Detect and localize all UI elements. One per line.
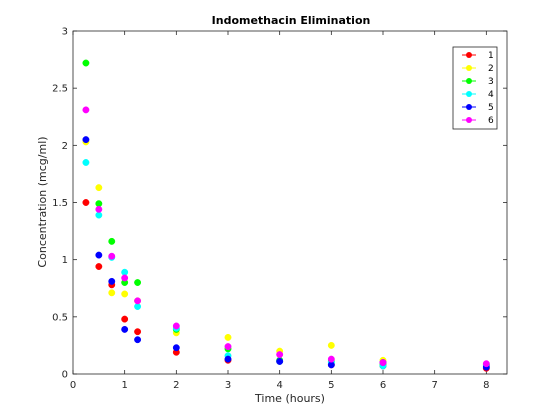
- data-point: [224, 343, 232, 351]
- legend-marker: [466, 78, 472, 84]
- legend-marker: [466, 117, 472, 123]
- data-point: [327, 361, 335, 369]
- data-point: [121, 274, 129, 282]
- data-point: [327, 341, 335, 349]
- legend-label: 3: [488, 77, 494, 87]
- x-tick-label: 1: [121, 380, 127, 391]
- data-point: [121, 268, 129, 276]
- legend-label: 6: [488, 116, 494, 126]
- data-point: [121, 290, 129, 298]
- data-point: [134, 279, 142, 286]
- x-tick-label: 5: [328, 380, 334, 391]
- chart-title: Indomethacin Elimination: [212, 14, 371, 27]
- legend-label: 5: [488, 103, 494, 113]
- data-point: [276, 351, 284, 359]
- data-point: [172, 322, 180, 330]
- y-tick-label: 0.5: [52, 312, 68, 323]
- data-point: [134, 328, 142, 336]
- legend-box: [452, 46, 498, 130]
- x-tick-label: 8: [483, 380, 489, 391]
- legend-label: 4: [488, 90, 494, 100]
- y-tick-label: 1: [62, 255, 68, 266]
- data-point: [95, 251, 103, 259]
- data-point: [276, 357, 284, 365]
- x-tick-label: 4: [276, 380, 282, 391]
- plot-area: [72, 30, 508, 375]
- data-point: [82, 159, 90, 166]
- data-point: [121, 315, 129, 323]
- data-point: [108, 289, 116, 297]
- legend-marker: [466, 104, 472, 110]
- data-point: [134, 297, 142, 305]
- y-tick-label: 2: [62, 141, 68, 152]
- axis-ticks: 0 1 2 3 4 5 6 7 8 0 0.5 1 1.5 2 2.5 3: [52, 27, 507, 391]
- x-tick-label: 2: [173, 380, 179, 391]
- legend-marker: [466, 91, 472, 97]
- legend-marker: [466, 52, 472, 58]
- data-point: [95, 211, 103, 219]
- data-point: [82, 199, 90, 206]
- data-point: [121, 325, 129, 333]
- data-point: [134, 336, 142, 344]
- x-tick-label: 6: [380, 380, 386, 391]
- legend-marker: [466, 65, 472, 71]
- y-axis-label: Concentration (mcg/ml): [36, 136, 49, 267]
- data-point: [379, 359, 387, 367]
- data-point: [224, 333, 232, 341]
- y-tick-label: 0: [62, 370, 68, 381]
- data-point: [95, 200, 103, 208]
- x-tick-label: 0: [70, 380, 76, 391]
- data-point: [82, 106, 90, 114]
- data-point: [108, 252, 116, 260]
- data-points: [82, 59, 490, 372]
- data-point: [172, 344, 180, 352]
- data-point: [482, 360, 490, 368]
- data-point: [327, 355, 335, 363]
- data-point: [95, 184, 103, 192]
- legend-label: 1: [488, 51, 494, 61]
- x-axis-label: Time (hours): [254, 392, 325, 405]
- legend-label: 2: [488, 64, 494, 74]
- data-point: [95, 205, 103, 213]
- data-point: [95, 263, 103, 270]
- y-tick-label: 3: [62, 27, 68, 38]
- data-point: [134, 303, 142, 310]
- data-point: [82, 59, 90, 67]
- data-point: [82, 136, 90, 144]
- series-6: [82, 106, 490, 368]
- data-point: [108, 237, 116, 245]
- data-point: [108, 277, 116, 285]
- legend: 1 2 3 4 5 6: [452, 46, 498, 130]
- y-tick-label: 2.5: [52, 84, 68, 95]
- x-tick-label: 3: [225, 380, 231, 391]
- data-point: [224, 355, 232, 363]
- y-tick-label: 1.5: [52, 198, 68, 209]
- x-tick-label: 7: [431, 380, 437, 391]
